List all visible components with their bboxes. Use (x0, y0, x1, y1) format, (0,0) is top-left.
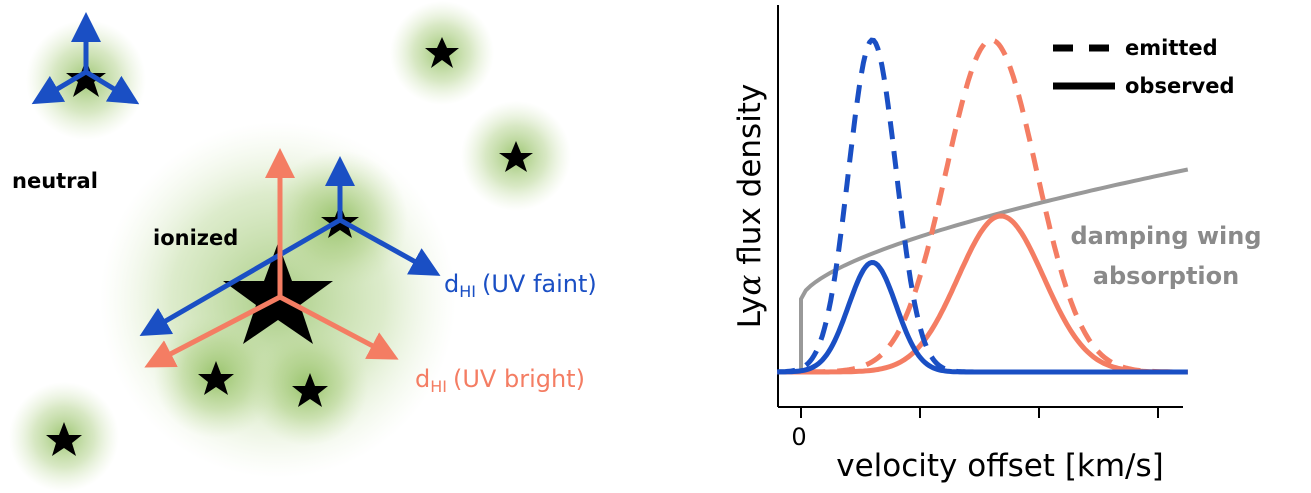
x-tick-label-zero: 0 (791, 423, 806, 451)
y-label-prefix: Ly (732, 296, 768, 329)
damping-wing-curve (777, 167, 1189, 374)
salmon-observed-curve (777, 213, 1188, 375)
y-label-suffix: flux density (732, 84, 768, 275)
distance-symbol: d (415, 365, 430, 393)
neutral-label: neutral (12, 169, 98, 193)
star-icon (198, 361, 234, 395)
lya-flux-chart: 0 velocity offset [km/s] Lyα flux densit… (732, 5, 1262, 484)
uv-bright-distance-arrows (144, 148, 399, 368)
star-icon (425, 37, 459, 68)
blue-arrow-right (338, 217, 441, 276)
blue-observed-curve (777, 259, 1188, 375)
x-axis-label: velocity offset [km/s] (836, 448, 1164, 484)
star-icon (499, 141, 533, 172)
uv-bright-distance-label: dHI (UV bright) (415, 365, 585, 396)
uv-faint-text: (UV faint) (482, 270, 597, 298)
star-icon (292, 373, 328, 407)
star-icon (46, 422, 82, 456)
salmon-arrow-left (144, 294, 282, 368)
damping-wing-label: damping wing (1070, 222, 1261, 250)
y-label-alpha: α (732, 275, 768, 296)
blue-arrow-left-small (31, 69, 88, 105)
hi-subscript: HI (430, 377, 447, 396)
uv-faint-distance-arrows (31, 12, 441, 337)
chart-series (777, 37, 1189, 375)
uv-bright-text: (UV bright) (453, 365, 585, 393)
legend-observed-label: observed (1125, 74, 1235, 98)
uv-faint-distance-label: dHI (UV faint) (444, 270, 597, 301)
legend-emitted-label: emitted (1125, 36, 1218, 60)
ionized-label: ionized (153, 226, 238, 250)
blue-arrow-right-small (84, 69, 140, 105)
distance-symbol: d (444, 270, 459, 298)
salmon-arrow-right (278, 294, 399, 360)
hi-subscript: HI (459, 282, 476, 301)
y-axis-label: Lyα flux density (732, 84, 768, 329)
chart-legend: emitted observed (1053, 36, 1235, 98)
blue-arrow-left (139, 217, 342, 337)
absorption-label: absorption (1093, 262, 1239, 290)
star-icon (66, 59, 106, 97)
